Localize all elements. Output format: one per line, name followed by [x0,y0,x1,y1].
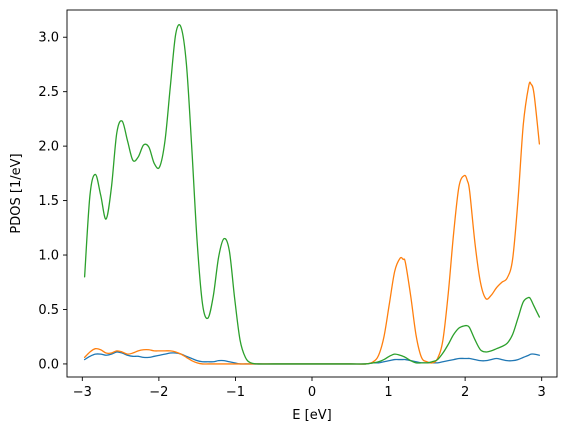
y-tick-label: 2.5 [38,85,59,100]
x-tick-label: −1 [226,385,245,400]
x-tick-label: 1 [384,385,392,400]
series-lines [83,24,541,365]
y-tick-marks [63,36,67,365]
x-tick-label: −3 [73,385,92,400]
y-tick-labels: 0.0 0.5 1.0 1.5 2.0 2.5 3.0 [38,31,59,373]
x-tick-labels: −3 −2 −1 0 1 2 3 [73,385,546,400]
y-tick-label: 1.5 [38,194,59,209]
series-line-1 [83,351,541,365]
x-tick-label: −2 [149,385,168,400]
plot-frame [66,9,558,378]
y-tick-label: 0.5 [38,303,59,318]
y-tick-label: 2.0 [38,140,59,155]
y-tick-label: 3.0 [38,31,59,46]
x-axis-label: E [eV] [292,408,331,423]
x-tick-label: 0 [308,385,316,400]
series-line-2 [83,81,541,365]
x-tick-label: 2 [461,385,469,400]
y-tick-label: 0.0 [38,357,59,372]
x-tick-marks [81,377,543,381]
x-tick-label: 3 [538,385,546,400]
y-tick-label: 1.0 [38,249,59,264]
series-line-3 [83,24,541,365]
y-axis-label: PDOS [1/eV] [9,153,24,233]
